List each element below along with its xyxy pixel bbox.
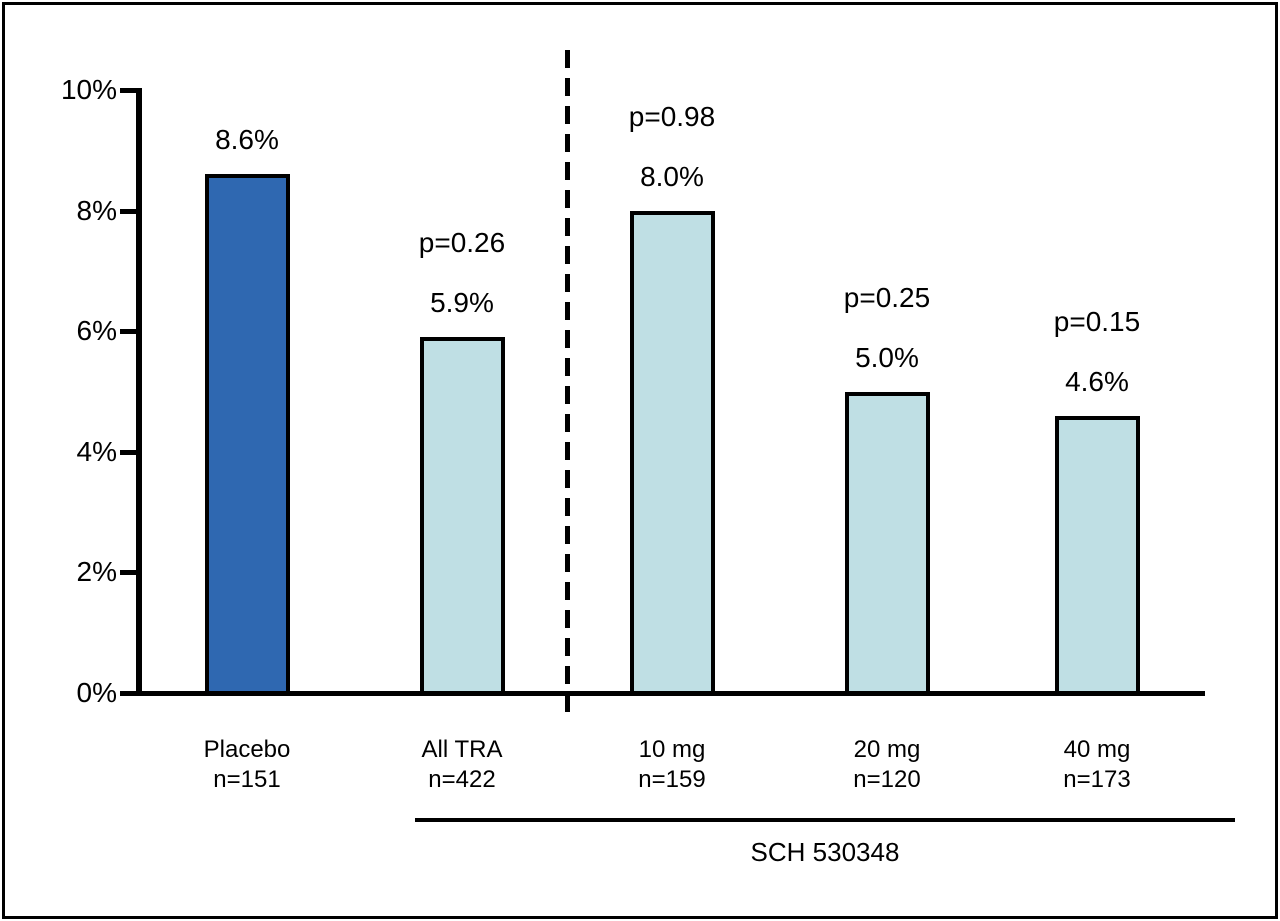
group-underline xyxy=(415,818,1235,822)
x-axis-category-label: 20 mg n=120 xyxy=(777,735,997,795)
category-n-count: n=120 xyxy=(853,766,921,793)
bar-value-label: 8.0% xyxy=(640,160,704,192)
bar-all-tra xyxy=(419,337,505,695)
bar-10-mg xyxy=(629,210,715,695)
y-axis-tick xyxy=(120,691,136,696)
bar-p-value-label: p=0.26 xyxy=(418,227,506,259)
x-axis-category-label: Placebo n=151 xyxy=(137,735,357,795)
bar-20-mg xyxy=(844,391,930,695)
y-axis-tick-label: 8% xyxy=(76,194,117,226)
y-axis-tick xyxy=(120,329,136,335)
y-axis-tick xyxy=(120,449,136,455)
y-axis-tick-label: 4% xyxy=(76,435,117,467)
bar-value-label: 4.6% xyxy=(1065,365,1129,397)
x-axis-category-label: 40 mg n=173 xyxy=(987,735,1207,795)
bar-value-label: 5.9% xyxy=(430,287,494,319)
y-axis-tick-label: 2% xyxy=(76,556,117,588)
category-name: All TRA xyxy=(421,736,503,763)
y-axis-tick xyxy=(120,88,136,93)
y-axis-tick-label: 6% xyxy=(76,315,117,347)
bar-chart: SCH 530348 0% 2% 4% 6% 8% 10% 8.6% Placebo n=151… xyxy=(5,5,1275,916)
bar-40-mg xyxy=(1054,415,1140,695)
category-name: Placebo xyxy=(203,736,291,763)
category-n-count: n=422 xyxy=(428,766,496,793)
y-axis-tick-label: 10% xyxy=(60,74,117,105)
y-axis-line xyxy=(136,88,142,696)
y-axis-tick xyxy=(120,208,136,214)
bar-value-label: 8.6% xyxy=(215,124,279,156)
category-name: 40 mg xyxy=(1063,736,1131,763)
y-axis-tick xyxy=(120,570,136,576)
bar-p-value-label: p=0.98 xyxy=(628,100,716,132)
bar-placebo xyxy=(204,174,290,695)
category-n-count: n=173 xyxy=(1063,766,1131,793)
category-name: 10 mg xyxy=(638,736,706,763)
bar-p-value-label: p=0.25 xyxy=(843,281,931,313)
y-axis-tick-label: 0% xyxy=(76,677,117,708)
category-n-count: n=151 xyxy=(213,766,281,793)
bar-value-label: 5.0% xyxy=(855,341,919,373)
bar-p-value-label: p=0.15 xyxy=(1053,305,1141,337)
x-axis-category-label: 10 mg n=159 xyxy=(562,735,782,795)
separator-dashed-line xyxy=(565,50,570,715)
x-axis-category-label: All TRA n=422 xyxy=(352,735,572,795)
group-label: SCH 530348 xyxy=(750,837,900,867)
category-n-count: n=159 xyxy=(638,766,706,793)
category-name: 20 mg xyxy=(853,736,921,763)
